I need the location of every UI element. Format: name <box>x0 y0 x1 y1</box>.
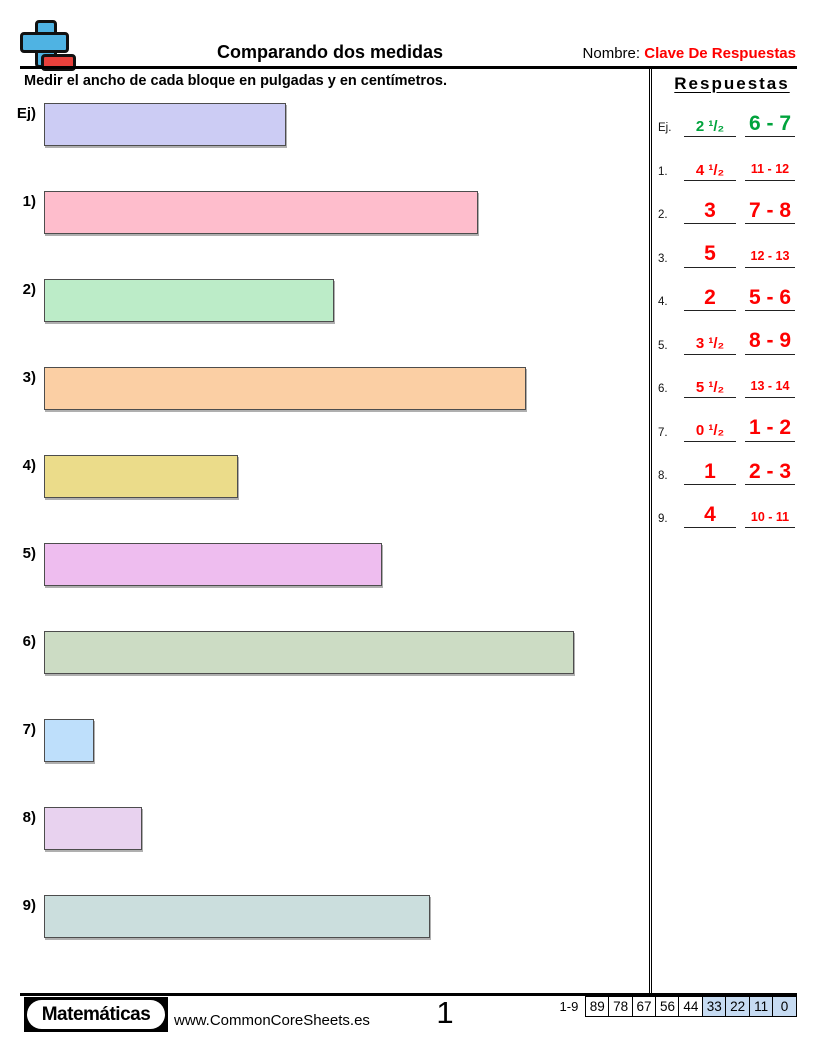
answer-row: 4. 2 5 - 6 <box>658 268 810 312</box>
answer-centimeters: 2 - 3 <box>745 460 795 485</box>
website-url: www.CommonCoreSheets.es <box>174 1012 370 1029</box>
answer-number: 3. <box>658 252 668 265</box>
blocks-area: Ej) 1) 2) 3) 4) 5) 6) 7) <box>0 103 650 983</box>
measure-block <box>44 367 526 410</box>
answer-number: 4. <box>658 296 668 309</box>
block-label: 6) <box>22 633 36 650</box>
answer-inches: 3 ¹/₂ <box>684 336 736 355</box>
answer-number: Ej. <box>658 122 672 135</box>
measure-block <box>44 191 478 234</box>
measure-block <box>44 103 286 146</box>
measure-block <box>44 279 334 322</box>
answer-centimeters: 8 - 9 <box>745 330 795 355</box>
score-cell: 0 <box>772 996 797 1017</box>
answer-centimeters: 11 - 12 <box>745 163 795 181</box>
answer-centimeters: 7 - 8 <box>745 200 795 225</box>
block-row: Ej) <box>0 103 650 147</box>
block-row: 3) <box>0 367 650 411</box>
plus-minus-logo-icon <box>20 20 76 71</box>
answer-row: 5. 3 ¹/₂ 8 - 9 <box>658 311 810 355</box>
answer-inches: 0 ¹/₂ <box>684 423 736 442</box>
answer-centimeters: 5 - 6 <box>745 286 795 312</box>
score-cell: 44 <box>678 996 704 1017</box>
measure-block <box>44 455 238 498</box>
answers-list: Ej. 2 ¹/₂ 6 - 7 1. 4 ¹/₂ 11 - 12 2. 3 7 … <box>658 94 810 529</box>
block-label: 1) <box>22 193 36 210</box>
score-cell: 22 <box>725 996 751 1017</box>
answer-inches: 4 <box>684 504 736 529</box>
name-label: Nombre: <box>582 45 641 62</box>
block-label: 7) <box>22 721 36 738</box>
answer-number: 7. <box>658 426 668 439</box>
score-cell: 11 <box>748 996 774 1017</box>
answer-key-label: Clave De Respuestas <box>644 45 796 62</box>
answer-number: 1. <box>658 165 668 178</box>
block-label: Ej) <box>16 105 36 122</box>
answer-inches: 5 ¹/₂ <box>684 379 736 399</box>
block-row: 6) <box>0 631 650 675</box>
block-row: 9) <box>0 895 650 939</box>
block-label: 3) <box>22 369 36 386</box>
measure-block <box>44 543 382 586</box>
answer-inches: 2 ¹/₂ <box>684 119 736 138</box>
header-divider <box>20 66 797 69</box>
answer-row: 2. 3 7 - 8 <box>658 181 810 225</box>
block-label: 9) <box>22 897 36 914</box>
brand-name: Matemáticas <box>27 1000 165 1029</box>
measure-block <box>44 719 94 762</box>
score-range-label: 1-9 <box>559 999 579 1014</box>
answer-row: 8. 1 2 - 3 <box>658 442 810 485</box>
answer-row: 1. 4 ¹/₂ 11 - 12 <box>658 137 810 181</box>
answers-divider <box>649 69 652 994</box>
answer-centimeters: 1 - 2 <box>745 417 795 442</box>
answer-row: 9. 4 10 - 11 <box>658 485 810 529</box>
answer-number: 8. <box>658 469 668 482</box>
score-table: 1-9 89 78 67 56 44 33 22 11 0 <box>560 996 797 1017</box>
answer-number: 6. <box>658 383 668 396</box>
block-row: 8) <box>0 807 650 851</box>
answers-title: Respuestas <box>674 74 790 93</box>
answer-centimeters: 13 - 14 <box>745 380 795 399</box>
block-row: 2) <box>0 279 650 323</box>
answer-row: Ej. 2 ¹/₂ 6 - 7 <box>658 94 810 138</box>
answer-inches: 4 ¹/₂ <box>684 162 736 181</box>
block-label: 4) <box>22 457 36 474</box>
answer-inches: 5 <box>684 243 736 268</box>
block-row: 1) <box>0 191 650 235</box>
answer-centimeters: 10 - 11 <box>745 510 795 529</box>
block-label: 2) <box>22 281 36 298</box>
answer-centimeters: 6 - 7 <box>745 113 795 138</box>
instruction-text: Medir el ancho de cada bloque en pulgada… <box>24 73 448 89</box>
answer-number: 2. <box>658 209 668 222</box>
measure-block <box>44 807 142 850</box>
block-row: 4) <box>0 455 650 499</box>
block-label: 5) <box>22 545 36 562</box>
answer-number: 9. <box>658 513 668 526</box>
answer-row: 7. 0 ¹/₂ 1 - 2 <box>658 398 810 442</box>
block-row: 5) <box>0 543 650 587</box>
name-row: Nombre: Clave De Respuestas <box>583 45 796 62</box>
page-title: Comparando dos medidas <box>216 42 444 62</box>
answer-number: 5. <box>658 339 668 352</box>
measure-block <box>44 895 430 938</box>
score-cell: 67 <box>631 996 657 1017</box>
measure-block <box>44 631 574 674</box>
answer-inches: 1 <box>684 460 736 485</box>
footer-divider <box>20 993 797 996</box>
answer-row: 6. 5 ¹/₂ 13 - 14 <box>658 355 810 399</box>
score-cell: 33 <box>701 996 727 1017</box>
answer-inches: 2 <box>684 286 736 312</box>
page-number: 1 <box>436 995 454 1030</box>
answer-inches: 3 <box>684 200 736 225</box>
block-label: 8) <box>22 809 36 826</box>
score-cell: 78 <box>608 996 634 1017</box>
score-cell: 89 <box>584 996 610 1017</box>
answer-row: 3. 5 12 - 13 <box>658 224 810 268</box>
block-row: 7) <box>0 719 650 763</box>
score-cell: 56 <box>654 996 680 1017</box>
brand-logo: Matemáticas <box>24 997 168 1032</box>
answer-centimeters: 12 - 13 <box>745 250 795 268</box>
